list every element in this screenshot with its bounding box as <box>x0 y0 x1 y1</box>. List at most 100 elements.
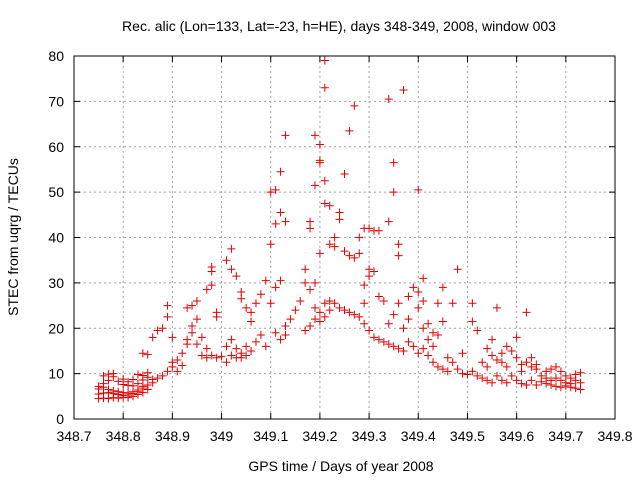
data-point <box>310 131 319 140</box>
data-point <box>561 378 570 387</box>
data-point <box>138 371 147 380</box>
data-point <box>325 240 334 249</box>
data-point <box>502 378 511 387</box>
x-axis-label: GPS time / Days of year 2008 <box>248 458 433 474</box>
data-point <box>389 188 398 197</box>
data-point <box>517 379 526 388</box>
data-point <box>483 344 492 353</box>
data-point <box>414 287 423 296</box>
data-point <box>473 326 482 335</box>
data-point <box>281 321 290 330</box>
data-point <box>251 337 260 346</box>
data-point <box>365 265 374 274</box>
y-tick-label: 50 <box>48 184 64 200</box>
data-point <box>310 181 319 190</box>
data-point <box>320 176 329 185</box>
data-point <box>266 188 275 197</box>
data-point <box>330 299 339 308</box>
data-point <box>320 83 329 92</box>
data-point <box>448 299 457 308</box>
x-axis: 348.7 348.8 348.9 349 349.1 349.2 349.3 349.4 34… <box>56 56 633 444</box>
data-point <box>340 306 349 315</box>
data-point <box>468 317 477 326</box>
data-point <box>424 319 433 328</box>
data-point <box>360 319 369 328</box>
data-point <box>104 385 113 394</box>
data-point <box>192 315 201 324</box>
data-point <box>330 242 339 251</box>
data-point <box>138 349 147 358</box>
data-point <box>492 356 501 365</box>
x-tick-label: 349.4 <box>401 428 436 444</box>
y-tick-label: 20 <box>48 320 64 336</box>
data-point <box>355 249 364 258</box>
data-point <box>532 365 541 374</box>
data-points <box>94 56 585 403</box>
data-point <box>384 95 393 104</box>
data-point <box>207 281 216 290</box>
data-point <box>335 303 344 312</box>
data-point <box>143 350 152 359</box>
data-point <box>399 86 408 95</box>
data-point <box>360 281 369 290</box>
data-point <box>197 333 206 342</box>
data-point <box>384 217 393 226</box>
data-point <box>419 297 428 306</box>
data-point <box>94 382 103 391</box>
data-point <box>261 342 270 351</box>
data-point <box>424 335 433 344</box>
data-point <box>271 185 280 194</box>
data-point <box>261 276 270 285</box>
data-point <box>306 224 315 233</box>
data-point <box>217 352 226 361</box>
y-axis-label: STEC from uqrg / TECUs <box>5 158 21 316</box>
data-point <box>325 201 334 210</box>
data-point <box>335 208 344 217</box>
data-point <box>404 292 413 301</box>
data-point <box>251 299 260 308</box>
data-point <box>576 368 585 377</box>
data-point <box>517 360 526 369</box>
data-point <box>173 356 182 365</box>
data-point <box>507 371 516 380</box>
data-point <box>399 346 408 355</box>
y-axis: 0 10 20 30 40 50 60 70 80 <box>48 48 615 427</box>
data-point <box>330 233 339 242</box>
data-point <box>315 140 324 149</box>
data-point <box>488 378 497 387</box>
data-point <box>315 317 324 326</box>
data-point <box>433 362 442 371</box>
data-point <box>414 349 423 358</box>
data-point <box>438 317 447 326</box>
data-point <box>315 249 324 258</box>
data-point <box>419 324 428 333</box>
x-tick-label: 349.7 <box>548 428 583 444</box>
data-point <box>399 324 408 333</box>
data-point <box>556 367 565 376</box>
data-point <box>443 353 452 362</box>
data-point <box>301 265 310 274</box>
data-point <box>547 365 556 374</box>
data-point <box>315 158 324 167</box>
data-point <box>192 340 201 349</box>
data-point <box>360 299 369 308</box>
data-point <box>286 315 295 324</box>
data-point <box>325 297 334 306</box>
data-point <box>551 362 560 371</box>
data-point <box>306 321 315 330</box>
x-tick-label: 349.5 <box>450 428 485 444</box>
data-point <box>227 265 236 274</box>
data-point <box>433 331 442 340</box>
data-point <box>576 385 585 394</box>
data-point <box>291 306 300 315</box>
x-tick-label: 348.9 <box>155 428 190 444</box>
data-point <box>188 321 197 330</box>
data-point <box>247 317 256 326</box>
data-point <box>478 358 487 367</box>
data-point <box>379 297 388 306</box>
data-point <box>350 101 359 110</box>
data-point <box>281 217 290 226</box>
data-point <box>178 349 187 358</box>
data-point <box>133 379 142 388</box>
y-tick-label: 60 <box>48 139 64 155</box>
